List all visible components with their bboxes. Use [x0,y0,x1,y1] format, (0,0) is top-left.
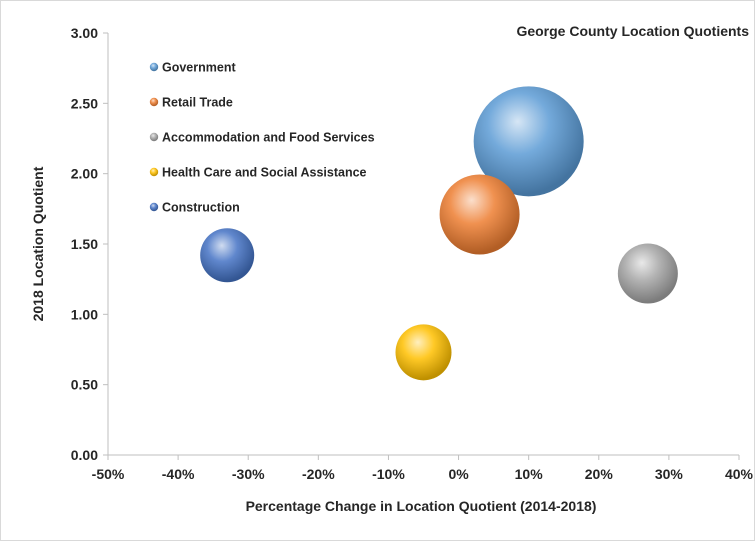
y-tick-label: 0.00 [71,447,98,463]
x-tick-label: 40% [725,466,754,482]
bubble-government [473,86,584,197]
bubbles [200,86,678,381]
legend-label: Retail Trade [162,96,233,110]
bubble-health-care-and-social-assistance [395,324,452,381]
x-tick-label: 30% [655,466,684,482]
x-tick-label: -10% [372,466,405,482]
y-tick-label: 2.50 [71,95,98,111]
x-tick-label: -50% [92,466,125,482]
x-tick-labels: -50% -40% -30% -20% -10% 0% 10% 20% 30% 40% [92,455,754,482]
x-tick-label: 10% [515,466,544,482]
y-axis-title: 2018 Location Quotient [30,166,46,321]
legend-label: Government [162,61,236,75]
y-tick-labels: 0.00 0.50 1.00 1.50 2.00 2.50 3.00 [71,25,108,463]
legend-marker [149,132,159,142]
y-tick-label: 2.00 [71,166,98,182]
y-tick-label: 3.00 [71,25,98,41]
legend-label: Health Care and Social Assistance [162,166,367,180]
x-tick-label: 0% [448,466,469,482]
x-tick-label: -20% [302,466,335,482]
bubble-construction [200,228,255,283]
legend-label: Accommodation and Food Services [162,131,375,145]
legend-marker [149,202,159,212]
legend-label: Construction [162,201,240,215]
legend-marker [149,97,159,107]
x-tick-label: -30% [232,466,265,482]
legend-marker [149,62,159,72]
x-tick-label: -40% [162,466,195,482]
bubble-retail-trade [439,174,520,255]
chart-title: George County Location Quotients [516,23,749,39]
x-tick-label: 20% [585,466,614,482]
legend: Government Retail Trade Accommodation and … [149,61,375,215]
y-tick-label: 1.00 [71,306,98,322]
x-axis-title: Percentage Change in Location Quotient (… [246,498,597,514]
y-tick-label: 0.50 [71,377,98,393]
legend-marker [149,167,159,177]
bubble-accommodation-and-food-services [617,243,678,304]
y-tick-label: 1.50 [71,236,98,252]
